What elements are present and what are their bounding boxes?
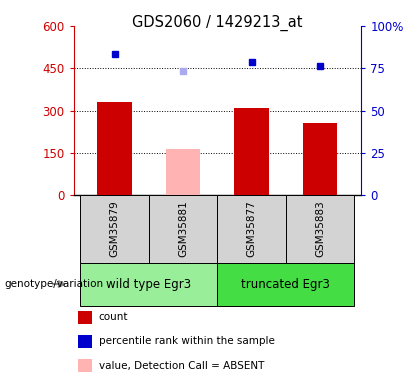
Bar <box>166 149 200 195</box>
Text: value, Detection Call = ABSENT: value, Detection Call = ABSENT <box>99 361 264 370</box>
FancyBboxPatch shape <box>286 195 354 262</box>
Text: genotype/variation: genotype/variation <box>4 279 103 289</box>
FancyBboxPatch shape <box>80 195 149 262</box>
Text: truncated Egr3: truncated Egr3 <box>241 278 330 291</box>
Bar <box>303 123 337 195</box>
FancyBboxPatch shape <box>149 195 218 262</box>
Bar <box>234 108 269 195</box>
Text: wild type Egr3: wild type Egr3 <box>106 278 192 291</box>
Text: GDS2060 / 1429213_at: GDS2060 / 1429213_at <box>132 15 302 31</box>
Text: GSM35877: GSM35877 <box>247 200 257 257</box>
Text: GSM35881: GSM35881 <box>178 200 188 257</box>
FancyBboxPatch shape <box>218 195 286 262</box>
Text: GSM35879: GSM35879 <box>110 200 120 257</box>
FancyBboxPatch shape <box>218 262 354 306</box>
FancyBboxPatch shape <box>80 262 218 306</box>
Text: count: count <box>99 312 128 322</box>
Bar <box>97 102 132 195</box>
Text: GSM35883: GSM35883 <box>315 200 325 257</box>
Text: percentile rank within the sample: percentile rank within the sample <box>99 336 275 346</box>
